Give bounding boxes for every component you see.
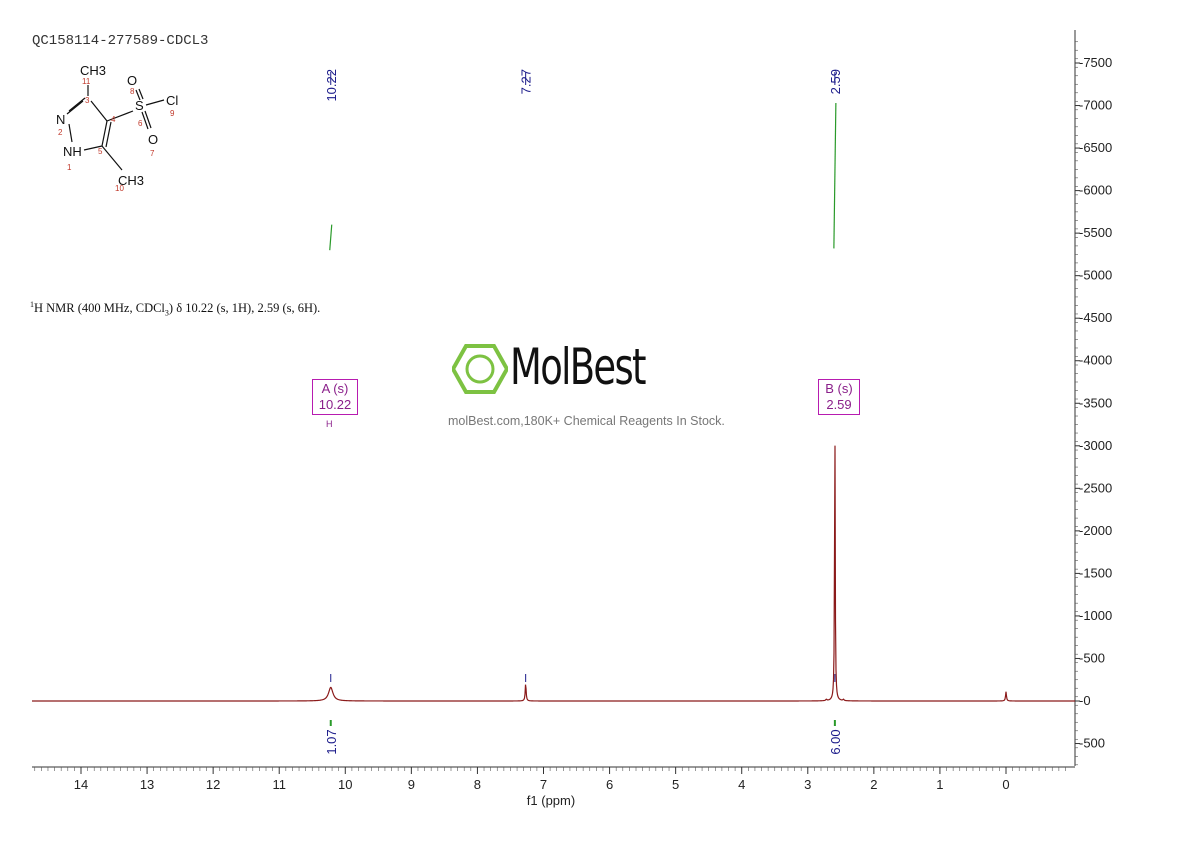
atom-label: CH3 — [80, 63, 106, 78]
x-tick-label: 14 — [74, 777, 88, 792]
x-tick-label: 7 — [540, 777, 547, 792]
atom-number: 7 — [150, 149, 155, 158]
atom-label: S — [135, 98, 144, 113]
atom-number: 11 — [82, 77, 91, 86]
y-tick-label: -0 — [1079, 693, 1091, 708]
peak-b-multiplicity: B (s) — [825, 381, 853, 396]
molecule-structure: CH3 N NH S Cl O O CH3 1 2 3 4 5 6 7 8 9 … — [56, 63, 178, 193]
y-tick-label: -3000 — [1079, 438, 1112, 453]
x-tick-label: 5 — [672, 777, 679, 792]
y-tick-label: -1500 — [1079, 565, 1112, 580]
peak-shift-label: 7.27 — [519, 69, 534, 94]
y-tick-label: -6000 — [1079, 183, 1112, 198]
peak-b-label: B (s) 2.59 — [818, 379, 860, 415]
x-tick-label: 3 — [804, 777, 811, 792]
atom-label: CH3 — [118, 173, 144, 188]
peak-a-label: A (s) 10.22 — [312, 379, 358, 415]
y-tick-label: -6500 — [1079, 140, 1112, 155]
brand-logo-icon — [452, 344, 508, 394]
spectrum-line — [32, 445, 1075, 702]
x-tick-label: 6 — [606, 777, 613, 792]
brand-name: MolBest — [510, 338, 646, 396]
nmr-text-main: H NMR (400 MHz, CDCl — [34, 301, 165, 316]
peak-shift-label: 2.59 — [828, 69, 843, 94]
peak-a-shift: 10.22 — [318, 397, 352, 412]
peak-b-shift: 2.59 — [826, 397, 852, 412]
y-tick-label: -3500 — [1079, 395, 1112, 410]
y-tick-label: -7000 — [1079, 98, 1112, 113]
atom-label: Cl — [166, 93, 178, 108]
brand-tagline: molBest.com,180K+ Chemical Reagents In S… — [448, 414, 725, 428]
sample-id: QC158114-277589-CDCL3 — [32, 33, 209, 49]
atom-number: 8 — [130, 87, 135, 96]
integral-value: 1.07 — [324, 729, 339, 754]
y-tick-label: -4000 — [1079, 353, 1112, 368]
y-tick-label: -500 — [1079, 650, 1105, 665]
y-tick-label: -5500 — [1079, 225, 1112, 240]
peak-shift-label: 10.22 — [324, 69, 339, 102]
atom-label: O — [148, 132, 158, 147]
x-tick-label: 1 — [936, 777, 943, 792]
atom-label: N — [56, 112, 65, 127]
x-tick-label: 0 — [1002, 777, 1009, 792]
atom-label: NH — [63, 144, 82, 159]
nmr-superscript: 1 — [30, 300, 34, 309]
x-tick-label: 11 — [272, 777, 286, 792]
x-tick-label: 4 — [738, 777, 745, 792]
peak-a-proton: H — [326, 419, 333, 429]
x-tick-label: 10 — [338, 777, 352, 792]
integral-value: 6.00 — [828, 729, 843, 754]
y-tick-label: -5000 — [1079, 268, 1112, 283]
y-tick-label: -7500 — [1079, 55, 1112, 70]
integral-curve — [833, 102, 837, 249]
x-tick-label: 9 — [408, 777, 415, 792]
y-tick-label: -1000 — [1079, 608, 1112, 623]
atom-label: O — [127, 73, 137, 88]
atom-number: 1 — [67, 163, 72, 172]
y-tick-label: -2000 — [1079, 523, 1112, 538]
x-tick-label: 12 — [206, 777, 220, 792]
nmr-description: 1H NMR (400 MHz, CDCl3) δ 10.22 (s, 1H),… — [30, 300, 320, 318]
x-tick-label: 2 — [870, 777, 877, 792]
y-tick-label: -500 — [1079, 736, 1105, 751]
atom-number: 4 — [111, 115, 116, 124]
atom-number: 2 — [58, 128, 63, 137]
atom-number: 3 — [85, 96, 90, 105]
x-tick-label: 13 — [140, 777, 154, 792]
nmr-text-tail: ) δ 10.22 (s, 1H), 2.59 (s, 6H). — [168, 301, 321, 316]
x-axis-title: f1 (ppm) — [527, 793, 575, 808]
x-tick-label: 8 — [474, 777, 481, 792]
nmr-subscript: 3 — [164, 308, 169, 318]
atom-number: 5 — [98, 147, 103, 156]
atom-number: 10 — [115, 184, 124, 193]
y-tick-label: -4500 — [1079, 310, 1112, 325]
integral-curve — [329, 224, 333, 251]
atom-number: 6 — [138, 119, 143, 128]
y-tick-label: -2500 — [1079, 480, 1112, 495]
atom-number: 9 — [170, 109, 175, 118]
peak-a-multiplicity: A (s) — [321, 381, 349, 396]
